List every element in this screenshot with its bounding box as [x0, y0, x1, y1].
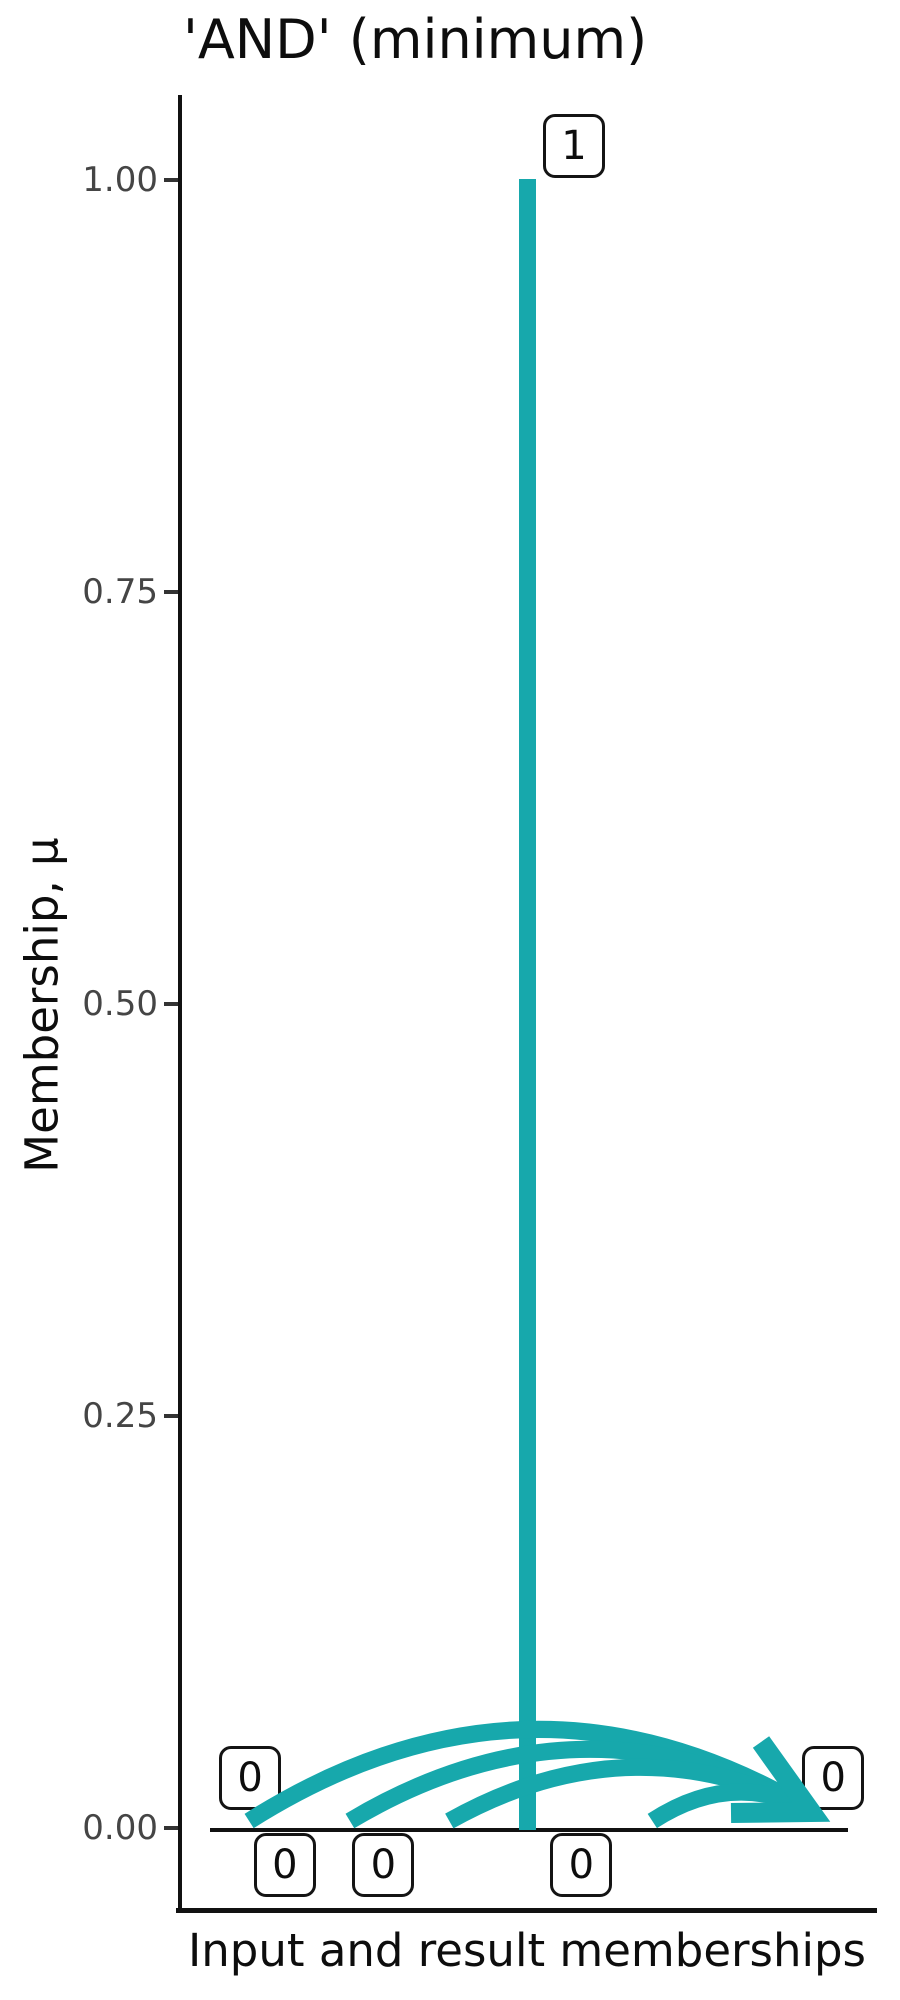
arrowhead-icon — [730, 1736, 831, 1823]
y-tick-mark — [164, 1826, 178, 1830]
value-label-box-input-3: 0 — [352, 1833, 415, 1897]
value-label-box-input-4: 1 — [543, 114, 605, 178]
y-tick-label: 0.75 — [82, 572, 158, 612]
y-tick-mark — [164, 590, 178, 594]
zero-baseline — [210, 1828, 848, 1832]
y-tick-label: 1.00 — [82, 160, 158, 200]
y-tick-label: 0.50 — [82, 984, 158, 1024]
membership-bar — [518, 179, 536, 1830]
y-tick-mark — [164, 178, 178, 182]
value-label-box-result: 0 — [802, 1746, 865, 1810]
membership-arrow-curve — [647, 1783, 811, 1829]
y-tick-label: 0.00 — [82, 1808, 158, 1848]
y-tick-mark — [164, 1002, 178, 1006]
chart-title: 'AND' (minimum) — [183, 8, 648, 71]
x-axis-line — [176, 1908, 877, 1913]
y-tick-mark — [164, 1414, 178, 1418]
y-tick-label: 0.25 — [82, 1396, 158, 1436]
y-axis-line — [178, 95, 182, 1913]
value-label-box-input-2: 0 — [253, 1833, 316, 1897]
x-axis-title: Input and result memberships — [188, 1924, 866, 1977]
value-label-box-input-5: 0 — [550, 1833, 613, 1897]
